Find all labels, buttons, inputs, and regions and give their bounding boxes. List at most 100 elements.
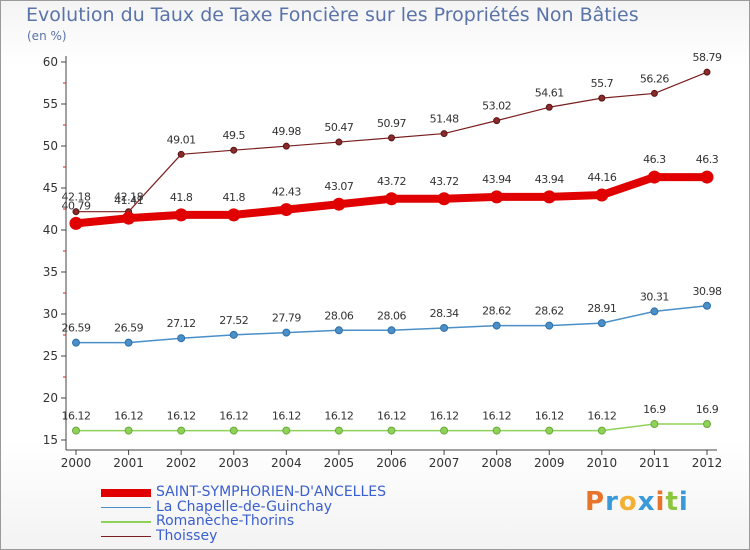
data-point xyxy=(598,94,606,102)
data-point xyxy=(492,321,501,330)
data-point xyxy=(385,192,398,206)
data-point xyxy=(72,338,80,347)
data-point xyxy=(493,117,501,125)
data-point xyxy=(124,338,133,347)
data-point xyxy=(545,426,554,435)
data-point xyxy=(597,426,606,435)
data-label: 16.9 xyxy=(643,403,666,416)
proxiti-logo: Proxiti xyxy=(585,487,689,517)
data-point xyxy=(440,323,449,332)
data-point xyxy=(282,142,290,150)
x-tick-label: 2005 xyxy=(324,456,355,470)
data-point xyxy=(174,208,188,222)
y-tick-label: 30 xyxy=(43,307,58,321)
data-label: 16.12 xyxy=(535,410,564,423)
data-label: 16.12 xyxy=(272,410,301,423)
data-label: 42.43 xyxy=(272,186,301,199)
data-point xyxy=(279,203,293,217)
data-label: 30.31 xyxy=(640,290,669,303)
data-point xyxy=(597,319,606,328)
data-point xyxy=(440,130,448,138)
x-tick-label: 2003 xyxy=(218,456,249,470)
logo-letter: x xyxy=(637,487,656,517)
data-point xyxy=(703,420,711,429)
x-tick-label: 2002 xyxy=(166,456,197,470)
data-label: 51.48 xyxy=(430,113,459,126)
data-label: 42.18 xyxy=(62,191,91,204)
logo-letter: o xyxy=(618,487,638,517)
data-label: 16.12 xyxy=(167,410,196,423)
data-label: 46.3 xyxy=(696,153,719,166)
data-label: 49.5 xyxy=(223,129,246,142)
data-label: 46.3 xyxy=(643,153,666,166)
data-point xyxy=(177,334,186,343)
data-point xyxy=(703,68,711,76)
data-label: 42.18 xyxy=(114,191,143,204)
data-label: 41.41 xyxy=(114,194,143,207)
data-label: 43.94 xyxy=(535,173,564,186)
data-point xyxy=(650,89,658,97)
data-label: 43.94 xyxy=(482,173,511,186)
data-label: 16.12 xyxy=(324,410,353,423)
y-tick-label: 60 xyxy=(43,55,58,69)
data-point xyxy=(334,326,343,335)
x-tick-label: 2007 xyxy=(429,456,460,470)
y-tick-label: 35 xyxy=(43,265,58,279)
data-point xyxy=(282,426,291,435)
data-point xyxy=(124,426,133,435)
data-label: 27.12 xyxy=(167,317,196,330)
data-point xyxy=(647,170,661,184)
data-point xyxy=(230,146,238,154)
data-point xyxy=(72,426,80,435)
data-point xyxy=(177,426,186,435)
data-point xyxy=(490,190,504,204)
y-axis-unit: (en %) xyxy=(27,29,67,43)
legend-label: Romanèche-Thorins xyxy=(156,513,295,529)
data-label: 27.52 xyxy=(219,314,248,327)
data-point xyxy=(332,197,346,211)
data-point xyxy=(335,138,343,146)
legend-label: Thoissey xyxy=(156,527,218,544)
data-label: 43.72 xyxy=(377,175,406,188)
data-label: 28.34 xyxy=(430,307,459,320)
y-tick-label: 50 xyxy=(43,139,58,153)
data-label: 16.12 xyxy=(62,410,91,423)
data-point xyxy=(703,301,711,310)
data-label: 49.01 xyxy=(167,133,196,146)
data-label: 16.12 xyxy=(482,410,511,423)
data-label: 49.98 xyxy=(272,125,301,138)
x-tick-label: 2000 xyxy=(61,456,92,470)
y-tick-label: 15 xyxy=(43,433,58,447)
data-label: 16.12 xyxy=(587,410,616,423)
data-label: 56.26 xyxy=(640,72,669,85)
data-label: 28.06 xyxy=(377,309,406,322)
data-label: 50.97 xyxy=(377,117,406,130)
logo-letter: i xyxy=(655,487,666,517)
legend-label: La Chapelle-de-Guinchay xyxy=(156,498,332,515)
data-point xyxy=(72,208,80,216)
data-point xyxy=(387,426,396,435)
data-label: 54.61 xyxy=(535,86,564,99)
legend-swatch xyxy=(101,506,151,508)
y-tick-label: 55 xyxy=(43,97,58,111)
data-point xyxy=(387,326,396,335)
data-point xyxy=(595,188,609,202)
data-point xyxy=(229,426,238,435)
data-point xyxy=(542,190,556,204)
data-label: 53.02 xyxy=(482,100,511,113)
y-tick-label: 20 xyxy=(43,391,58,405)
legend-swatch xyxy=(101,489,151,497)
data-label: 26.59 xyxy=(114,322,143,335)
data-point xyxy=(69,216,83,230)
x-tick-label: 2012 xyxy=(692,456,723,470)
data-label: 28.06 xyxy=(324,309,353,322)
data-point xyxy=(545,103,553,111)
x-tick-label: 2001 xyxy=(113,456,144,470)
data-label: 16.12 xyxy=(430,410,459,423)
data-label: 16.12 xyxy=(114,410,143,423)
data-label: 44.16 xyxy=(587,171,616,184)
data-point xyxy=(388,134,395,142)
data-label: 28.62 xyxy=(482,305,511,318)
